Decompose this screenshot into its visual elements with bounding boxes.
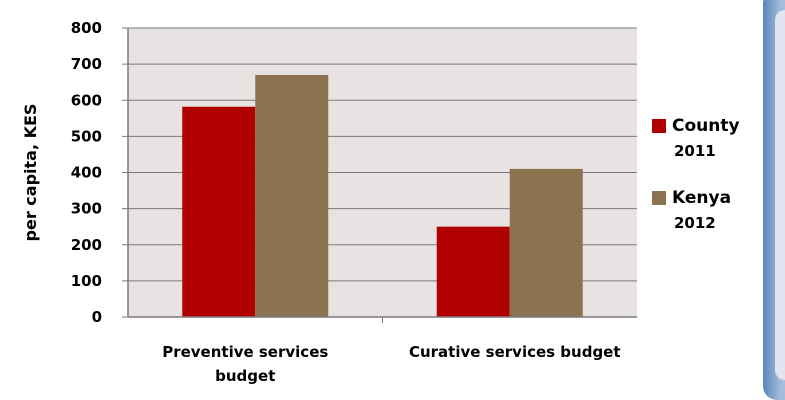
legend-year-2012: 2012: [674, 214, 716, 232]
bars: [182, 74, 583, 318]
y-axis-title: per capita, KES: [21, 104, 40, 242]
bar-county-0: [182, 106, 256, 317]
bar-kenya-1: [509, 168, 583, 317]
y-tick-label: 500: [71, 127, 102, 145]
legend: County 2011 Kenya 2012: [652, 116, 762, 232]
legend-label-county: County: [672, 116, 740, 136]
legend-item-county: County 2011: [652, 116, 762, 160]
bar-county-1: [436, 226, 510, 317]
side-panel-inner: [775, 10, 785, 380]
legend-year-2011: 2011: [674, 142, 716, 160]
legend-swatch-county: [652, 119, 666, 133]
y-tick-label: 300: [71, 200, 102, 218]
y-tick-label: 600: [71, 91, 102, 109]
y-tick-label: 0: [92, 308, 102, 326]
y-axis-ticks: 0 100 200 300 400 500 600 700 800: [71, 19, 128, 326]
bar-kenya-0: [255, 74, 329, 318]
y-tick-label: 100: [71, 272, 102, 290]
legend-swatch-kenya: [652, 191, 666, 205]
y-tick-label: 800: [71, 19, 102, 37]
y-tick-label: 400: [71, 164, 102, 182]
legend-item-kenya: Kenya 2012: [652, 188, 762, 232]
y-tick-label: 700: [71, 55, 102, 73]
y-tick-label: 200: [71, 236, 102, 254]
x-tick-label: Preventive services budget: [162, 343, 328, 385]
bar-chart: 0 100 200 300 400 500 600 700 800 Preventive ser…: [21, 19, 637, 385]
legend-label-kenya: Kenya: [672, 188, 732, 208]
x-tick-label: Curative services budget: [409, 343, 621, 361]
x-axis-ticks: Preventive services budget Curative servic…: [162, 317, 621, 385]
